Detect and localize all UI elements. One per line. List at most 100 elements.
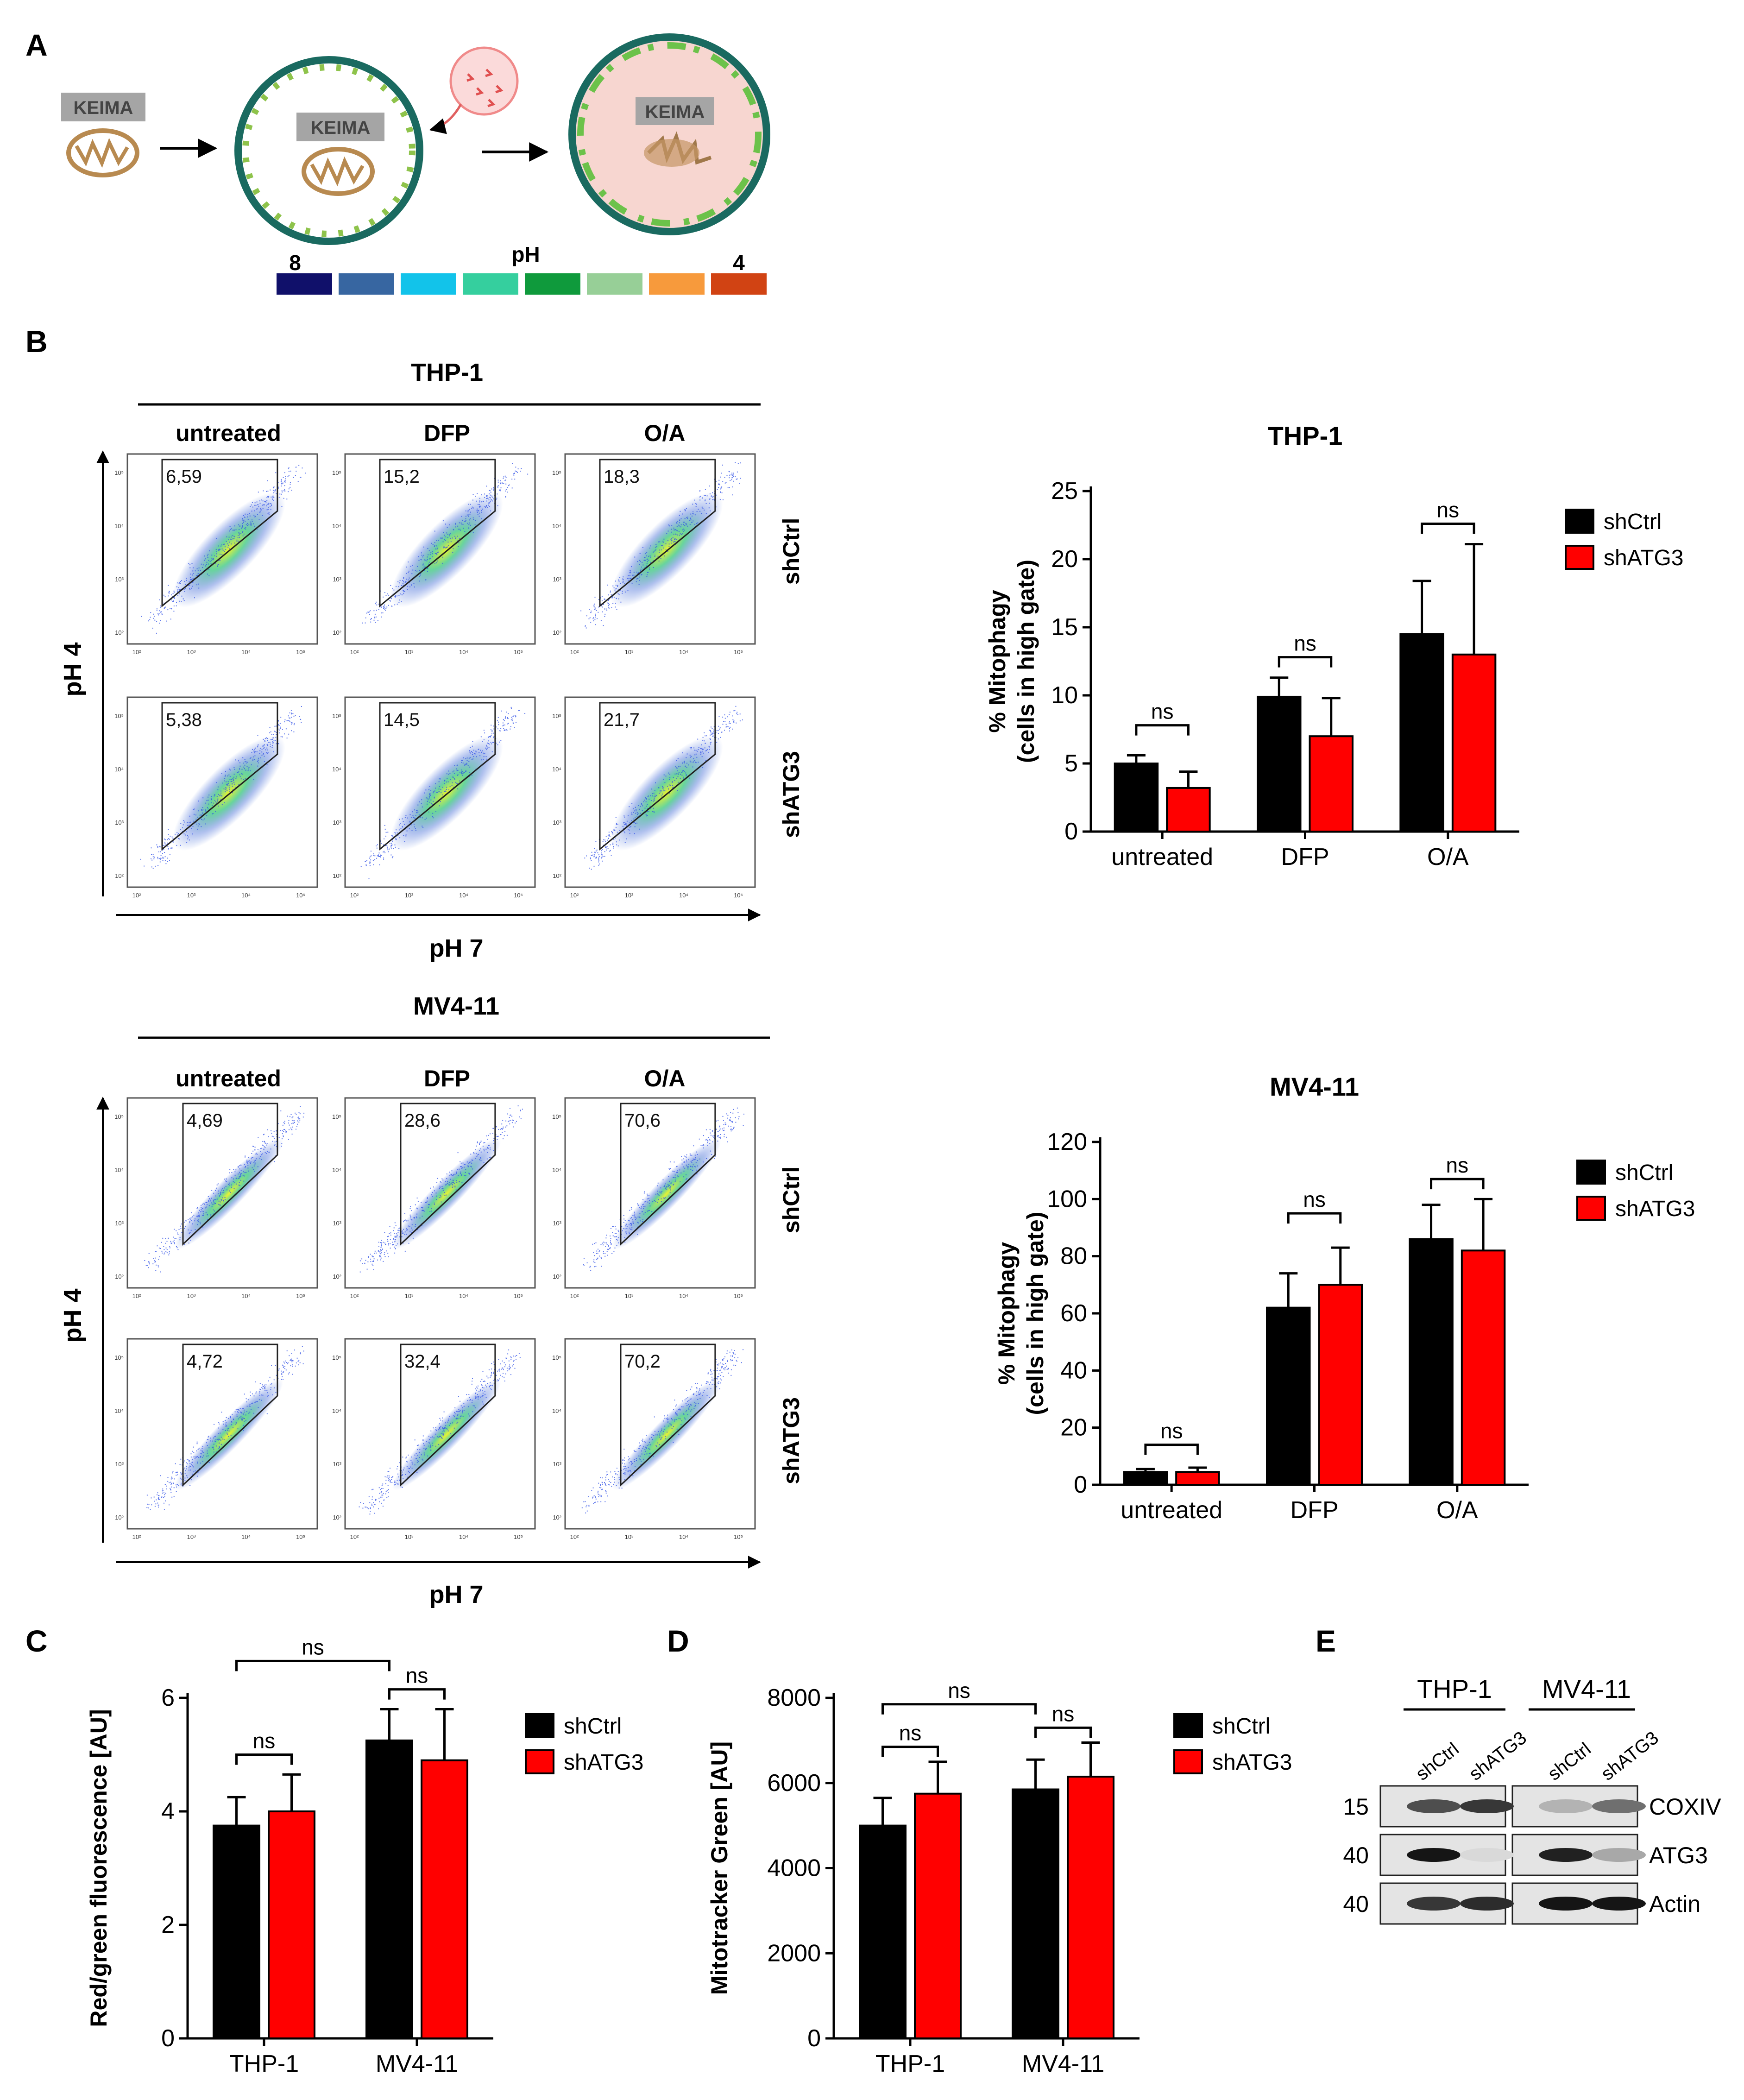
y-tick-label: 10³ (553, 576, 561, 583)
blot-group-label: THP-1 (1417, 1674, 1492, 1703)
significance-label: ns (1446, 1153, 1469, 1177)
blot-band (1407, 1897, 1461, 1911)
density-core (174, 1138, 283, 1249)
y-tick-label: 10² (115, 872, 124, 879)
legend-label: shCtrl (1604, 510, 1662, 534)
y-tick-label: 10⁵ (114, 713, 124, 719)
y-tick-label: 10² (333, 872, 341, 879)
x-tick-label: 10⁴ (679, 892, 688, 899)
lane-label: shCtrl (1544, 1739, 1594, 1785)
significance-label: ns (302, 1635, 324, 1659)
gate-polygon (620, 1103, 716, 1246)
legend-swatch-shctrl (525, 1713, 554, 1738)
legend-label: shCtrl (1212, 1714, 1270, 1739)
y-tick-label: 10⁴ (114, 1407, 124, 1414)
gate-value: 15,2 (384, 467, 420, 487)
legend-label: shCtrl (564, 1714, 622, 1739)
x-tick-label: O/A (1436, 1497, 1478, 1524)
flow-title: THP-1 (411, 359, 483, 386)
blot-band (1460, 1848, 1514, 1862)
significance-label: ns (1052, 1702, 1075, 1726)
gate-polygon (379, 459, 496, 608)
gate-polygon (161, 459, 278, 608)
density-core (390, 492, 503, 607)
x-tick-label: 10³ (625, 1293, 634, 1299)
gate-polygon (379, 702, 496, 851)
y-tick-label: 0 (1064, 818, 1078, 845)
chart-c: Red/green fluorescence [AU] 0 2 4 6 THP-1 MV4-… (86, 1635, 644, 2077)
legend-swatch-shatg3 (525, 1749, 554, 1774)
density-core (390, 735, 503, 851)
x-tick-label: 10² (132, 892, 141, 899)
y-tick-label: 4000 (767, 1855, 821, 1882)
y-tick-label: 0 (807, 2025, 821, 2052)
x-tick-label: O/A (1427, 844, 1469, 870)
scatter-cloud (581, 1349, 744, 1514)
y-tick-label: 25 (1051, 478, 1078, 505)
y-tick-label: 2 (161, 1911, 175, 1938)
y-tick-label: 0 (161, 2025, 175, 2052)
x-tick-label: 10³ (625, 649, 634, 656)
lane-label: shATG3 (1597, 1728, 1662, 1785)
x-tick-label: 10⁵ (514, 892, 523, 899)
y-tick-label: 10⁵ (552, 1354, 561, 1361)
x-tick-label: 10⁴ (679, 1533, 688, 1540)
y-tick-label: 2000 (767, 1940, 821, 1967)
significance-bracket (235, 1753, 293, 1765)
ph-color-scale (277, 273, 767, 295)
flow-plot-grid: 10² 10² 10³ 10³ 10⁴ 10⁴ 10⁵ 10⁵ 6,59 10² 10² 10³ 10³… (114, 453, 756, 899)
blot-band (1460, 1897, 1514, 1911)
gate-value: 70,2 (624, 1351, 661, 1372)
y-tick-label: 5 (1064, 750, 1078, 777)
bar-shatg3-1 (1318, 1284, 1363, 1486)
ph-color-swatch (339, 273, 394, 295)
y-tick-label: 10⁴ (552, 523, 561, 530)
flow-plot: 10² 10² 10³ 10³ 10⁴ 10⁴ 10⁵ 10⁵ 70,6 (552, 1097, 756, 1299)
legend-label: shATG3 (1615, 1197, 1695, 1221)
protein-label: COXIV (1649, 1794, 1721, 1820)
lane-label: shATG3 (1465, 1728, 1530, 1785)
y-tick-label: 10⁴ (114, 766, 124, 773)
bar-shctrl-0 (1114, 763, 1159, 832)
scatter-dots (359, 1349, 521, 1515)
gate-polygon (620, 1343, 716, 1487)
x-tick-label: 10² (350, 1293, 359, 1299)
density-core (172, 735, 285, 851)
legend-swatch-shatg3 (1576, 1196, 1606, 1221)
blot-band (1539, 1848, 1593, 1862)
density-core (610, 735, 723, 851)
x-tick-label: 10⁵ (734, 649, 743, 656)
bar-shctrl-2 (1409, 1238, 1454, 1486)
bar-shctrl-1 (1266, 1306, 1311, 1486)
density-core (172, 492, 285, 607)
flow-plot: 10² 10² 10³ 10³ 10⁴ 10⁴ 10⁵ 10⁵ 15,2 (332, 453, 536, 656)
flow-plot: 10² 10² 10³ 10³ 10⁴ 10⁴ 10⁵ 10⁵ 32,4 (332, 1338, 536, 1540)
x-tick-label: 10⁵ (734, 1293, 743, 1299)
gate-polygon (400, 1103, 496, 1246)
density-core (392, 1138, 501, 1249)
y-tick-label: 10³ (553, 1461, 561, 1468)
ph-high-label: 8 (289, 251, 301, 275)
x-tick-label: 10² (132, 1533, 141, 1540)
gate-value: 32,4 (404, 1351, 441, 1372)
x-tick-label: 10³ (187, 1293, 196, 1299)
scatter-cloud (362, 463, 529, 624)
y-axis-label-line: % Mitophagy (994, 1242, 1020, 1385)
x-tick-label: 10² (570, 892, 579, 899)
legend-label: shCtrl (1615, 1160, 1673, 1185)
blot-band (1539, 1799, 1593, 1813)
y-tick-label: 10³ (333, 1461, 341, 1468)
x-tick-label: 10³ (405, 1293, 414, 1299)
gate-value: 18,3 (604, 467, 640, 487)
blot-rows: 15 COXIV 40 ATG3 40 Actin (1343, 1785, 1721, 1925)
x-tick-label: 10⁵ (296, 649, 305, 656)
y-axis-label: % Mitophagy (cells in high gate) (994, 1212, 1048, 1415)
y-tick-label: 10² (333, 1273, 341, 1280)
x-axis-label: pH 7 (429, 1581, 483, 1608)
chart-d: Mitotracker Green [AU] 0 2000 4000 6000 8000 T… (706, 1678, 1292, 2077)
y-tick-label: 10³ (115, 576, 124, 583)
y-tick-label: 10⁵ (332, 713, 341, 719)
gate-polygon (182, 1103, 278, 1246)
x-tick-label: 10² (350, 892, 359, 899)
